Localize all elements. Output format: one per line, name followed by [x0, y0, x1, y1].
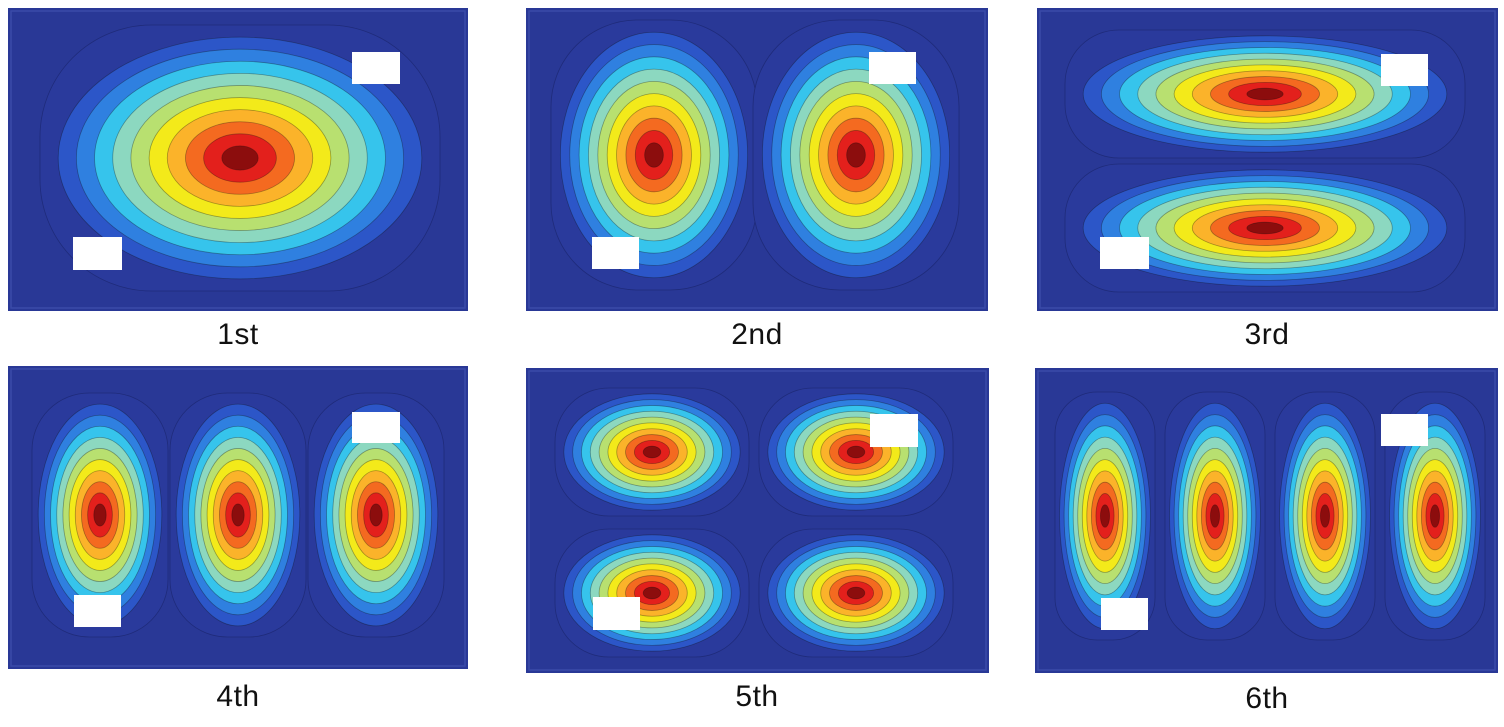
contour-band — [231, 503, 245, 527]
mode-plot-6 — [1035, 368, 1498, 673]
contour-band — [644, 142, 664, 168]
contour-lobe — [1064, 29, 1466, 159]
mode-caption-1: 1st — [217, 318, 259, 351]
plot-frame — [1039, 10, 1496, 309]
contour-band — [1210, 504, 1220, 528]
mode-plot-1 — [8, 8, 468, 311]
mode-plot-3 — [1037, 8, 1498, 311]
contour-band — [1320, 504, 1330, 528]
contour-band — [1100, 504, 1110, 528]
contour-band — [846, 586, 866, 600]
sensor-block — [869, 52, 916, 84]
contour-lobe — [169, 392, 307, 638]
contour-lobe — [550, 19, 758, 291]
contour-band — [846, 445, 866, 459]
sensor-block — [593, 597, 640, 630]
contour-lobe — [39, 24, 441, 292]
mode-plot-5 — [526, 368, 989, 673]
contour-band — [642, 445, 662, 459]
contour-lobe — [1164, 391, 1266, 641]
contour-band — [1246, 221, 1284, 235]
contour-lobe — [758, 387, 954, 517]
contour-lobe — [1274, 391, 1376, 641]
plot-frame — [1037, 370, 1496, 671]
mode-caption-4: 4th — [216, 680, 260, 713]
sensor-block — [592, 237, 639, 269]
mode-panel-6 — [1035, 368, 1498, 673]
mode-caption-3: 3rd — [1244, 318, 1290, 351]
sensor-block — [352, 412, 400, 443]
contour-band — [93, 503, 107, 527]
contour-band — [369, 503, 383, 527]
sensor-block — [870, 414, 918, 447]
sensor-block — [1101, 598, 1148, 630]
contour-lobe — [1384, 391, 1486, 641]
sensor-block — [74, 595, 121, 627]
mode-caption-2: 2nd — [731, 318, 783, 351]
mode-caption-6: 6th — [1245, 682, 1289, 715]
contour-lobe — [307, 392, 445, 638]
contour-lobe — [554, 387, 750, 517]
contour-band — [642, 586, 662, 600]
sensor-block — [1381, 54, 1428, 86]
mode-plot-4 — [8, 366, 468, 669]
mode-panel-2 — [526, 8, 988, 311]
contour-lobe — [554, 528, 750, 658]
contour-band — [1430, 504, 1440, 528]
mode-panel-4 — [8, 366, 468, 669]
sensor-block — [1100, 237, 1149, 269]
plot-frame — [10, 10, 466, 309]
plot-frame — [10, 368, 466, 667]
contour-lobe — [31, 392, 169, 638]
sensor-block — [1381, 414, 1428, 446]
mode-panel-5 — [526, 368, 989, 673]
mode-panel-3 — [1037, 8, 1498, 311]
contour-lobe — [758, 528, 954, 658]
sensor-block — [352, 52, 400, 84]
contour-band — [846, 142, 866, 168]
contour-lobe — [1064, 163, 1466, 293]
plot-frame — [528, 370, 987, 671]
plot-frame — [528, 10, 986, 309]
contour-lobe — [752, 19, 960, 291]
contour-band — [1246, 87, 1284, 101]
contour-lobe — [1054, 391, 1156, 641]
sensor-block — [73, 237, 122, 270]
contour-band — [221, 145, 259, 171]
mode-panel-1 — [8, 8, 468, 311]
mode-plot-2 — [526, 8, 988, 311]
mode-caption-5: 5th — [735, 680, 779, 713]
